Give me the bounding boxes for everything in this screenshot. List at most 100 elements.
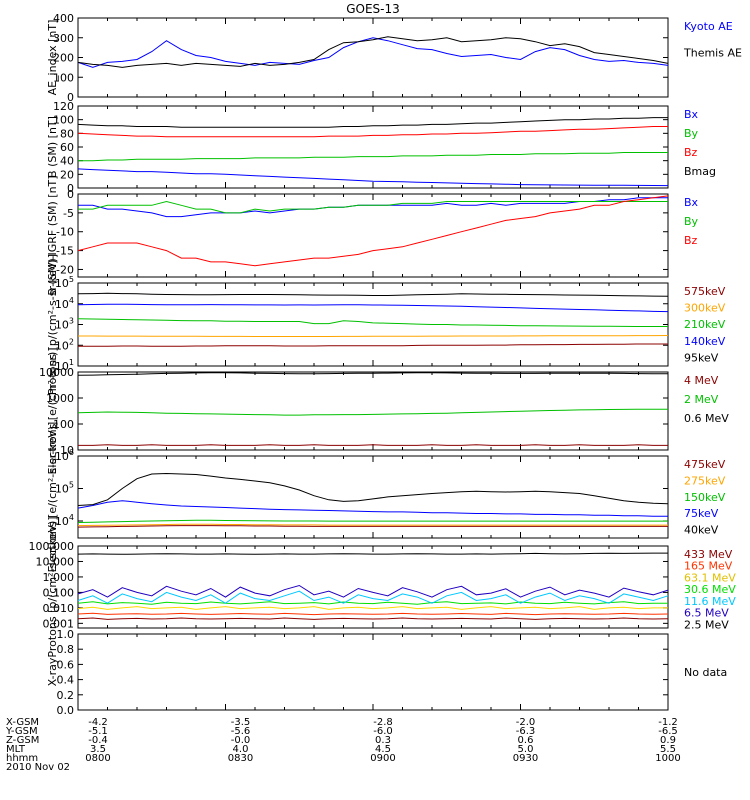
series-line-433-MeV — [77, 617, 669, 620]
legend-label: 300keV — [684, 302, 726, 315]
y-tick-label: -10 — [56, 226, 74, 239]
x-axis-value: 0.6 — [518, 735, 534, 746]
series-line-210keV — [77, 318, 668, 327]
panel-frame — [77, 193, 669, 278]
y-tick-label: 80 — [60, 127, 74, 140]
x-axis-value: 0900 — [370, 753, 395, 764]
x-axis-value: -2.8 — [373, 717, 393, 728]
series-line-Bx — [78, 197, 668, 218]
series-line-Themis-AE — [77, 36, 669, 68]
y-tick-label: 10 — [60, 444, 74, 457]
y-axis-label: B (SM) [nT] — [46, 116, 59, 178]
y-axis-label: Electrons [e/(cm²-s-sr-keV)] — [46, 422, 59, 573]
legend-label: Bx — [684, 108, 699, 121]
series-line-Bx — [77, 168, 669, 187]
y-tick-label: 20 — [60, 168, 74, 181]
x-axis-value: -2.0 — [516, 717, 536, 728]
legend-label: Bx — [684, 196, 699, 209]
series-line-Bz — [77, 195, 669, 267]
y-tick-label: 120 — [53, 100, 74, 113]
legend-label: 2.5 MeV — [684, 618, 729, 631]
y-tick-label: 10000 — [39, 366, 74, 379]
y-tick-label: 0 — [67, 188, 74, 201]
legend-label: 210keV — [684, 318, 726, 331]
y-tick-label: 0.2 — [57, 689, 75, 702]
y-tick-label: -20 — [56, 263, 74, 276]
x-axis-value: 0.9 — [660, 735, 676, 746]
y-tick-label: -15 — [56, 245, 74, 258]
y-axis-label: B (SM)-IGRF (SM) [nT] — [46, 175, 59, 295]
y-tick-label: 10.000 — [36, 555, 75, 568]
x-axis-value: 4.0 — [233, 744, 249, 755]
x-axis-value: -6.0 — [373, 726, 393, 737]
legend-label: 11.6 MeV — [684, 595, 736, 608]
legend-label: 150keV — [684, 491, 726, 504]
x-axis-value: -0.4 — [88, 735, 108, 746]
legend-label: 95keV — [684, 351, 719, 364]
y-axis-label: Electrons [e/(cm²-s-sr)] — [46, 347, 59, 474]
x-axis-value: 5.0 — [518, 744, 534, 755]
panel-3: -20 -15 -10 -5 0 B (SM)-IGRF (SM) [nT] Bx By Bz — [46, 175, 699, 295]
legend-label: 575keV — [684, 285, 726, 298]
series-line-300keV — [78, 335, 669, 337]
legend-label: 140keV — [684, 335, 726, 348]
x-axis-value: -5.6 — [231, 726, 251, 737]
x-axis-value: -0.0 — [231, 735, 251, 746]
x-axis-value: -6.3 — [516, 726, 536, 737]
legend-label: Bz — [684, 146, 698, 159]
series-line-165-MeV — [77, 612, 669, 616]
series-line-2.5-MeV — [77, 552, 668, 555]
series-line-40keV — [77, 472, 669, 506]
series-line-140keV — [77, 303, 669, 313]
legend-label: 30.6 MeV — [684, 583, 736, 596]
series-line-30.6-MeV — [77, 601, 668, 605]
y-tick-label: 0.0 — [57, 704, 75, 717]
legend-label: 40keV — [684, 524, 719, 537]
x-axis-labels: X-GSM -4.2 -3.5 -2.8 -2.0 -1.2 Y-GSM -5.1 -5.6 -6… — [5, 717, 681, 773]
x-axis-value: 3.5 — [90, 744, 106, 755]
series-line-275keV — [77, 523, 668, 527]
series-line-By — [78, 200, 668, 214]
x-axis-date: 2010 Nov 02 — [6, 762, 70, 773]
x-axis-value: -1.2 — [658, 717, 678, 728]
x-axis-value: 5.5 — [660, 744, 676, 755]
series-line-Bz — [77, 126, 668, 138]
x-axis-row-label: X-GSM — [6, 717, 39, 728]
x-axis-row-label: MLT — [6, 744, 26, 755]
x-axis-row-label: hhmm — [6, 753, 38, 764]
y-tick-label: 0 — [67, 91, 74, 104]
y-axis-label: X-ray — [46, 657, 59, 686]
y-tick-label: 60 — [60, 141, 74, 154]
panel-frame — [77, 545, 669, 629]
y-tick-label: 400 — [53, 12, 74, 25]
legend-label: 0.6 MeV — [684, 412, 729, 425]
y-axis-label: Protons [p/(cm²-s-sr-keV)] — [46, 254, 59, 395]
panel-frame — [77, 371, 669, 451]
x-axis-row-label: Y-GSM — [5, 726, 38, 737]
legend-label: 433 MeV — [684, 548, 733, 561]
series-line-95keV — [77, 292, 669, 297]
legend-label: 75keV — [684, 507, 719, 520]
x-axis-value: 1000 — [655, 753, 680, 764]
series-line-4-MeV — [78, 444, 668, 446]
legend-label: 63.1 MeV — [684, 571, 736, 584]
legend-label: By — [684, 215, 699, 228]
legend-label: Bmag — [684, 165, 716, 178]
panel-frame — [77, 633, 669, 711]
legend-label: By — [684, 127, 699, 140]
y-tick-label: 1.000 — [43, 571, 75, 584]
x-axis-value: 0.3 — [375, 735, 391, 746]
legend-label: 4 MeV — [684, 374, 719, 387]
y-tick-label: 0 — [67, 182, 74, 195]
legend-label: Bz — [684, 234, 698, 247]
y-tick-label: 100.000 — [29, 540, 75, 553]
x-axis-value: -6.5 — [658, 726, 678, 737]
legend-label: 475keV — [684, 458, 726, 471]
x-axis-value: -4.2 — [88, 717, 108, 728]
series-line-By — [78, 152, 668, 162]
series-line-75keV — [77, 500, 668, 517]
legend-label: 2 MeV — [684, 393, 719, 406]
